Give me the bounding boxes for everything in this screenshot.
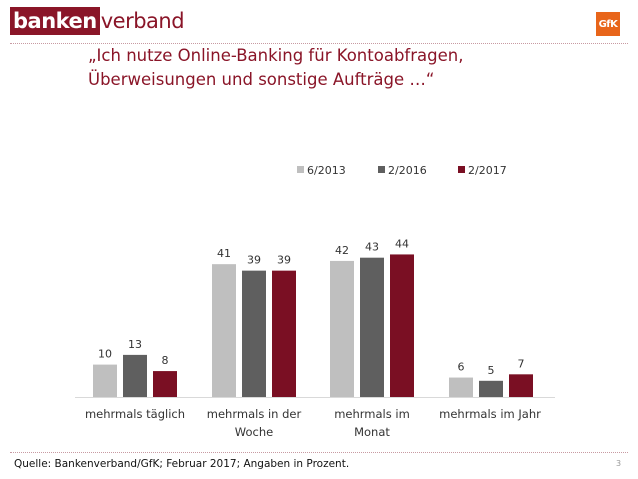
title-line-1: „Ich nutze Online-Banking für Kontoabfra… (88, 46, 464, 65)
logo-rest-text: verband (100, 9, 185, 33)
footer-divider (10, 452, 628, 453)
category-label: mehrmals im Jahr (439, 407, 541, 421)
logo-box-text: banken (10, 7, 100, 35)
bar (212, 264, 236, 397)
legend-swatch (458, 166, 465, 173)
bar (153, 371, 177, 397)
source-note: Quelle: Bankenverband/GfK; Februar 2017;… (14, 458, 350, 470)
data-label: 42 (335, 244, 349, 257)
bar (272, 270, 296, 397)
data-label: 7 (518, 357, 525, 370)
bar (390, 254, 414, 397)
title-line-2: Überweisungen und sonstige Aufträge …“ (88, 70, 435, 89)
legend-label: 2/2017 (468, 164, 507, 177)
data-label: 8 (162, 354, 169, 367)
bar (123, 354, 147, 397)
bar (242, 270, 266, 397)
data-label: 39 (277, 254, 291, 267)
category-label: mehrmals im (334, 407, 410, 421)
data-label: 10 (98, 348, 112, 361)
data-label: 5 (488, 364, 495, 377)
data-label: 6 (458, 361, 465, 374)
data-label: 39 (247, 254, 261, 267)
category-label: mehrmals in der (207, 407, 302, 421)
slide-title: „Ich nutze Online-Banking für Kontoabfra… (88, 44, 608, 92)
data-label: 43 (365, 241, 379, 254)
bar (93, 364, 117, 397)
bankenverband-logo: banken verband (10, 6, 185, 36)
category-label: mehrmals täglich (85, 407, 185, 421)
data-label: 41 (217, 247, 231, 260)
legend-swatch (297, 166, 304, 173)
header-divider (10, 43, 628, 44)
legend-swatch (378, 166, 385, 173)
category-label: Monat (354, 425, 390, 439)
bar (509, 374, 533, 397)
bar (330, 260, 354, 397)
data-label: 44 (395, 237, 409, 250)
legend-label: 6/2013 (307, 164, 346, 177)
bar (449, 377, 473, 397)
page-number: 3 (616, 459, 622, 468)
bar (479, 380, 503, 397)
bar (360, 257, 384, 397)
legend-label: 2/2016 (388, 164, 427, 177)
data-label: 13 (128, 338, 142, 351)
gfk-logo: GfK (596, 12, 620, 36)
category-label: Woche (235, 425, 273, 439)
